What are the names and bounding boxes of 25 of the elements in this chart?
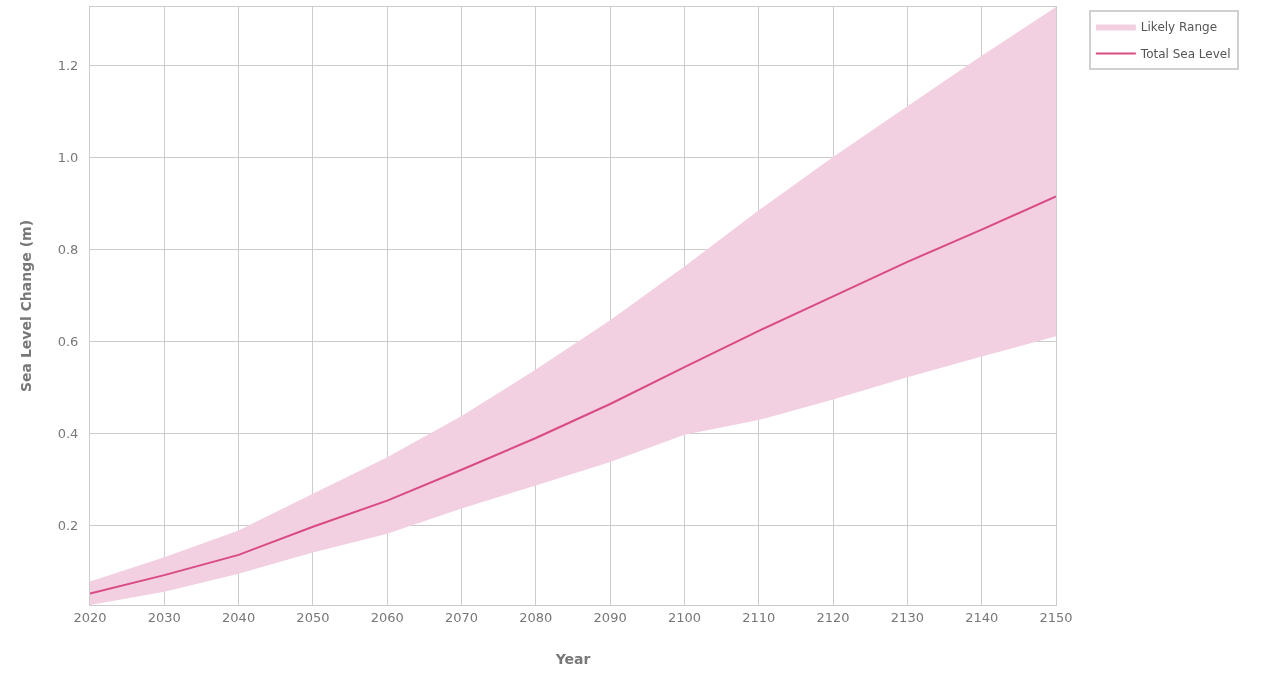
y-tick-label: 0.8 [57, 242, 79, 258]
y-axis-title: Sea Level Change (m) [18, 219, 35, 393]
x-tick-label: 2030 [147, 609, 181, 625]
x-tick-label: 2090 [593, 609, 627, 625]
x-tick-label: 2020 [73, 609, 107, 625]
x-tick-label: 2080 [519, 609, 553, 625]
x-tick-label: 2060 [370, 609, 404, 625]
x-tick-label: 2120 [816, 609, 850, 625]
y-tick-label: 1.2 [57, 58, 79, 74]
x-axis-title: Year [554, 650, 591, 667]
y-tick-label: 0.4 [57, 426, 79, 442]
x-tick-label: 2070 [444, 609, 479, 625]
legend-label: Likely Range [1140, 20, 1218, 35]
x-tick-label: 2050 [296, 609, 330, 625]
x-tick-label: 2040 [222, 609, 256, 625]
x-tick-label: 2130 [890, 609, 924, 625]
y-tick-label: 0.6 [57, 334, 79, 350]
x-tick-label: 2110 [742, 609, 776, 625]
legend-label: Total Sea Level [1139, 47, 1231, 62]
x-tick-label: 2140 [965, 609, 999, 625]
x-tick-label: 2100 [667, 609, 702, 625]
x-tick-label: 2150 [1039, 609, 1073, 625]
y-tick-label: 1.0 [57, 150, 79, 166]
line-series [90, 195, 1056, 595]
y-tick-label: 0.2 [57, 518, 79, 534]
